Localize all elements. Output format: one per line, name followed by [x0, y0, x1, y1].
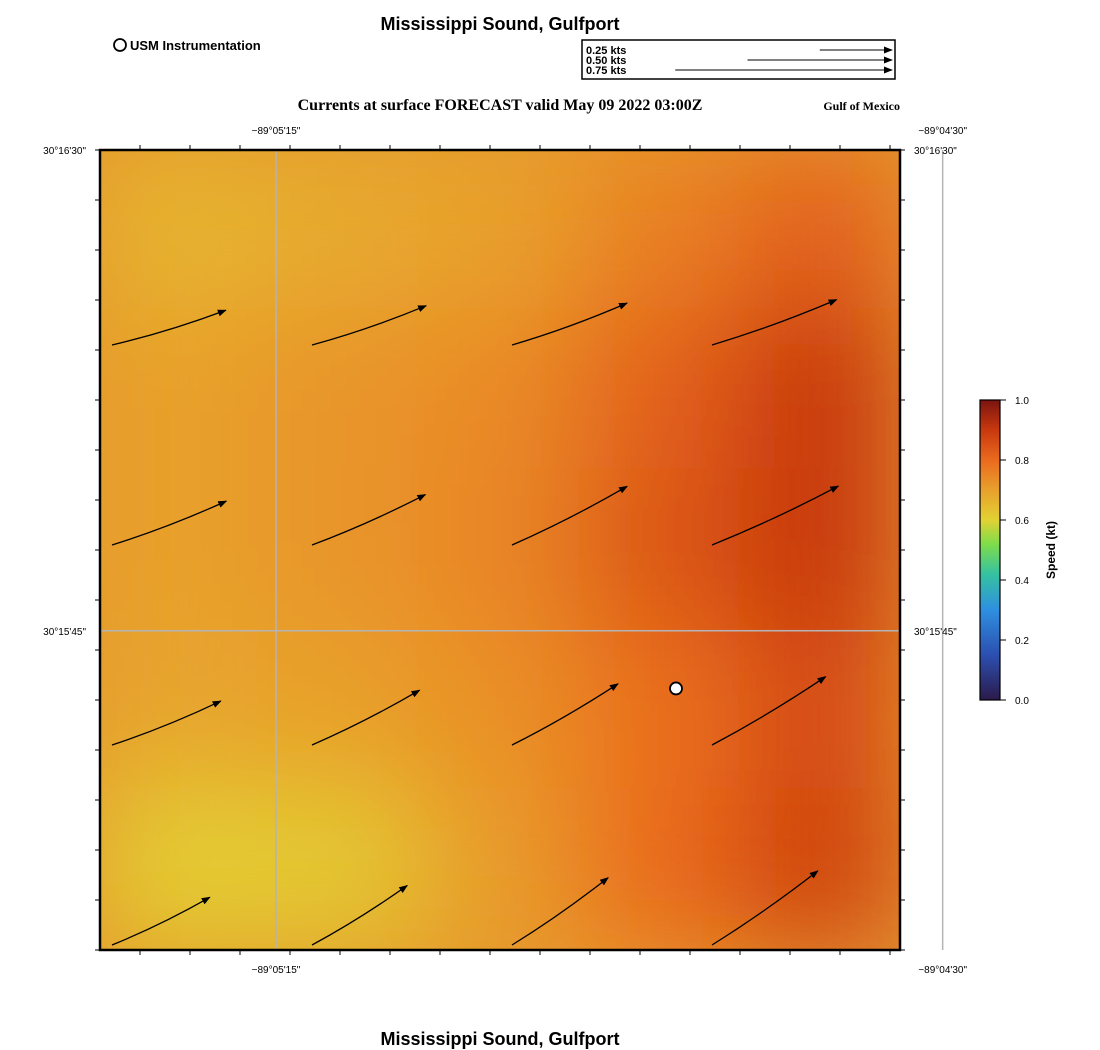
speed-cell	[578, 628, 742, 792]
vector-key-label: 0.50 kts	[586, 55, 626, 67]
colorbar-tick-label: 0.0	[1015, 696, 1029, 707]
current-vector	[711, 485, 840, 546]
colorbar-tick-label: 1.0	[1015, 396, 1029, 407]
speed-cell	[738, 628, 900, 792]
y-tick-label: 30°16'30"	[43, 146, 86, 157]
speed-cell	[578, 468, 742, 632]
speed-cell	[578, 308, 742, 472]
current-vector	[311, 689, 421, 746]
axis-labels: −89°05'15" −89°05'15" −89°04'30" −89°04'30"…	[43, 126, 967, 976]
x-tick-label: −89°05'15"	[252, 126, 301, 137]
station-legend-label: USM Instrumentation	[130, 38, 261, 53]
current-vector	[711, 870, 819, 946]
stations	[669, 681, 683, 696]
colorbar-tick-label: 0.6	[1015, 516, 1029, 527]
speed-cell	[258, 308, 422, 472]
vector-key-label: 0.25 kts	[586, 45, 626, 57]
speed-cell	[738, 150, 900, 312]
colorbar-tick-label: 0.2	[1015, 636, 1029, 647]
vector-key-label: 0.75 kts	[586, 65, 626, 77]
y-tick-label: 30°15'45"	[914, 627, 957, 638]
speed-cell	[258, 628, 422, 792]
x-tick-label: −89°04'30"	[918, 126, 967, 137]
current-vector	[311, 884, 408, 946]
speed-cell	[738, 468, 900, 632]
forecast-subtitle: Currents at surface FORECAST valid May 0…	[298, 97, 703, 114]
colorbar	[979, 399, 1001, 701]
speed-cell	[100, 150, 262, 312]
current-vectors	[111, 299, 840, 946]
current-vector	[111, 700, 222, 746]
speed-field	[100, 150, 900, 950]
x-tick-label: −89°05'15"	[252, 965, 301, 976]
current-vector	[311, 305, 428, 346]
current-vector	[311, 493, 427, 546]
current-vector	[511, 877, 609, 946]
speed-cell	[738, 308, 900, 472]
colorbar-label: Speed (kt)	[1044, 521, 1058, 579]
colorbar-tick-label: 0.8	[1015, 456, 1029, 467]
speed-cell	[418, 308, 582, 472]
current-vector	[111, 309, 227, 346]
speed-cell	[258, 150, 422, 312]
speed-cell	[418, 468, 582, 632]
speed-cell	[578, 150, 742, 312]
y-tick-label: 30°16'30"	[914, 146, 957, 157]
colorbar-tick-label: 0.4	[1015, 576, 1029, 587]
x-tick-label: −89°04'30"	[918, 965, 967, 976]
speed-cell	[418, 788, 582, 950]
current-vector	[511, 302, 628, 346]
region-label: Gulf of Mexico	[823, 99, 900, 113]
current-vector	[711, 299, 838, 346]
speed-cell	[100, 788, 262, 950]
speed-cell	[258, 468, 422, 632]
y-tick-label: 30°15'45"	[43, 627, 86, 638]
current-vector	[511, 683, 619, 746]
frame-ticks	[95, 145, 905, 955]
map-title: Mississippi Sound, Gulfport	[380, 14, 619, 34]
current-vector	[511, 485, 628, 546]
speed-cell	[738, 788, 900, 950]
speed-cell	[578, 788, 742, 950]
speed-cell	[100, 628, 262, 792]
current-vector	[711, 676, 827, 746]
speed-cell	[100, 468, 262, 632]
current-vector	[111, 896, 211, 946]
colorbar-ticks: 0.0 0.2 0.4 0.6 0.8 1.0	[1000, 396, 1029, 707]
speed-cell	[418, 150, 582, 312]
footer-title: Mississippi Sound, Gulfport	[380, 1029, 619, 1049]
speed-cell	[418, 628, 582, 792]
usm-station-marker[interactable]	[669, 681, 683, 696]
speed-cell	[100, 308, 262, 472]
current-vector	[111, 500, 228, 546]
speed-cell	[258, 788, 422, 950]
station-legend-marker	[113, 38, 127, 52]
